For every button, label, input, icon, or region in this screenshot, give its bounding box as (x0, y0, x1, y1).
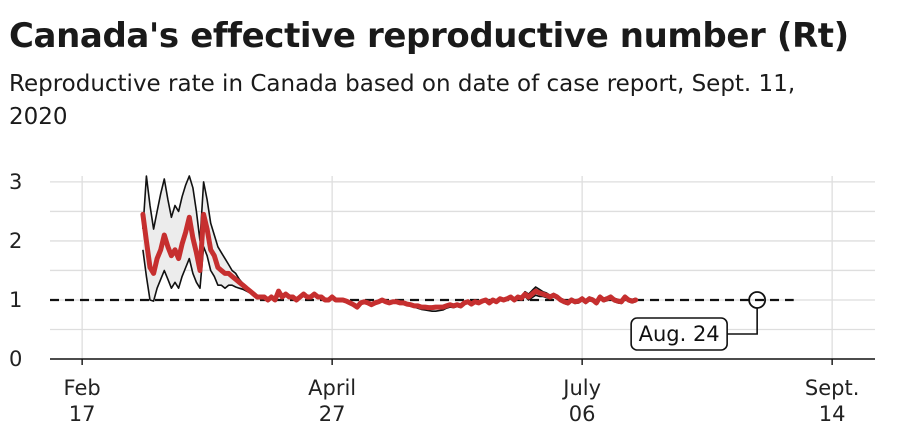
y-tick-label: 0 (9, 347, 22, 371)
annotation-label: Aug. 24 (639, 322, 720, 346)
x-tick-label: 06 (569, 402, 596, 426)
annotation-leader (727, 307, 758, 335)
y-tick-label: 1 (9, 288, 22, 312)
y-tick-label: 2 (9, 229, 22, 253)
x-tick-label: Feb (64, 376, 101, 400)
uncertainty-band (142, 176, 636, 312)
x-tick-label: Sept. (805, 376, 860, 400)
chart-subtitle: Reproductive rate in Canada based on dat… (9, 71, 796, 130)
chart-title: Canada's effective reproductive number (… (9, 16, 849, 56)
confidence-band (142, 176, 636, 312)
x-tick-label: 17 (69, 402, 96, 426)
x-tick-label: 27 (319, 402, 346, 426)
y-tick-label: 3 (9, 170, 22, 194)
series-lines (140, 175, 639, 312)
rt-estimate-line (140, 211, 639, 311)
annotation-box (630, 317, 728, 351)
x-tick-label: April (308, 376, 356, 400)
annotation-layer: Aug. 24 (630, 291, 767, 351)
x-tick-label: 14 (819, 402, 846, 426)
x-tick-label: July (561, 376, 601, 400)
